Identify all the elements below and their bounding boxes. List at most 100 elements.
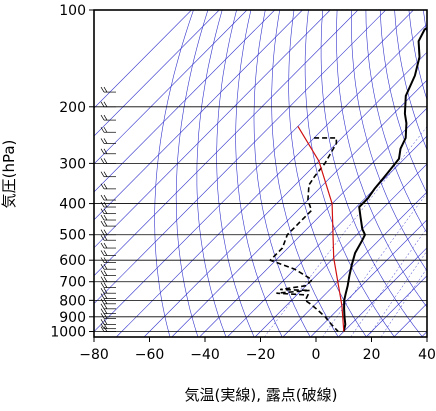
isotherm-line — [94, 10, 331, 249]
wind-barb-feather — [103, 114, 108, 121]
wind-barb-feather — [103, 323, 108, 329]
y-tick-label: 100 — [59, 3, 86, 19]
dry-adiabat-line — [271, 10, 339, 337]
x-tick-label: 0 — [312, 347, 321, 363]
isotherm-line — [143, 51, 427, 337]
wind-barb-feather — [103, 276, 108, 282]
mixing-ratio-line — [322, 192, 427, 337]
wind-barbs — [100, 86, 116, 332]
dry-adiabat-line — [288, 10, 367, 337]
wind-barb-feather — [100, 303, 105, 310]
dry-adiabat-line — [351, 10, 427, 272]
mixing-ratio-line — [264, 126, 427, 337]
wind-barb-feather — [100, 323, 105, 329]
dry-adiabat-line — [394, 10, 427, 151]
wind-barb-feather — [103, 201, 108, 208]
y-tick-label: 900 — [59, 310, 86, 326]
isotherm-line — [171, 79, 427, 337]
x-tick-label: 40 — [418, 347, 436, 363]
wind-barb-feather — [100, 293, 105, 299]
wind-barb-feather — [103, 326, 108, 332]
dry-adiabat-line — [423, 10, 427, 37]
y-tick-label: 500 — [59, 228, 86, 244]
dry-adiabat-line — [196, 10, 227, 337]
y-tick-label: 600 — [59, 253, 86, 269]
y-tick-label: 300 — [59, 156, 86, 172]
wind-barb-feather — [100, 319, 105, 325]
y-tick-label: 400 — [59, 197, 86, 213]
dry-adiabat-line — [320, 10, 423, 337]
mixing-ratio-line — [367, 250, 427, 337]
x-axis-ticks: −80 −60 −40 −20 0 20 40 — [79, 337, 436, 363]
plot-frame — [93, 9, 428, 338]
wind-barb-feather — [100, 282, 105, 288]
wind-barb-feather — [103, 235, 108, 241]
isotherm-line — [94, 10, 192, 109]
isotherm-line — [94, 10, 414, 332]
wind-barb-feather — [103, 288, 108, 294]
wind-barb-feather — [100, 208, 105, 214]
isotherm-line — [254, 163, 427, 337]
wind-barb-feather — [100, 214, 105, 221]
isotherm-line — [310, 219, 427, 337]
wind-barb-feather — [103, 127, 108, 133]
isotherm-line — [116, 23, 427, 337]
wind-barb-feather — [100, 270, 105, 276]
wind-barb-feather — [103, 313, 108, 319]
parcel-line — [297, 125, 345, 332]
x-tick-label: −80 — [79, 347, 109, 363]
wind-barb-feather — [103, 138, 108, 144]
isotherm-line — [365, 275, 427, 337]
x-tick-label: −20 — [246, 347, 276, 363]
wind-barb-feather — [103, 319, 108, 325]
isotherm-line — [94, 10, 220, 137]
wind-barb-feather — [103, 214, 108, 221]
y-tick-label: 200 — [59, 100, 86, 116]
dry-adiabat-line — [216, 10, 255, 337]
isotherm-line — [94, 10, 275, 193]
y-axis-label: 気圧(hPa) — [0, 140, 18, 209]
wind-barb-feather — [100, 276, 105, 282]
wind-barb-feather — [100, 326, 105, 332]
isotherm-line — [282, 191, 427, 337]
wind-barb-feather — [103, 242, 108, 249]
wind-barb-feather — [100, 86, 105, 93]
wind-barb-feather — [103, 148, 108, 154]
wind-barb-feather — [103, 298, 108, 304]
y-tick-label: 800 — [59, 293, 86, 309]
wind-barb-feather — [100, 138, 105, 144]
wind-barb-feather — [103, 86, 108, 93]
wind-barb-feather — [100, 288, 105, 294]
mixing-ratio-line — [350, 227, 427, 337]
wind-barb-feather — [100, 257, 105, 263]
isotherm-line — [94, 10, 303, 221]
dry-adiabat-line — [154, 10, 194, 337]
dry-adiabat-line — [365, 10, 427, 234]
wind-barb-feather — [103, 158, 108, 164]
y-tick-label: 1000 — [50, 325, 86, 341]
dry-adiabat-line — [235, 10, 283, 337]
background-lines — [94, 10, 427, 337]
x-tick-label: −60 — [135, 347, 165, 363]
dry-adiabat-line — [408, 10, 427, 101]
wind-barb-feather — [100, 183, 105, 190]
wind-barb-feather — [100, 264, 105, 270]
wind-barb-feather — [100, 171, 105, 177]
wind-barb-feather — [100, 235, 105, 241]
wind-barb-feather — [103, 264, 108, 270]
wind-barb-feather — [100, 201, 105, 208]
wind-barb-feather — [103, 183, 108, 190]
isotherm-line — [199, 107, 427, 337]
dewpoint-line — [268, 137, 339, 333]
isotherm-line — [421, 331, 427, 337]
dry-adiabat-line — [175, 10, 209, 337]
y-tick-label: 700 — [59, 275, 86, 291]
dry-adiabat-line — [304, 10, 395, 337]
sounding-series — [268, 26, 427, 333]
wind-barb-feather — [100, 313, 105, 319]
wind-barb-feather — [103, 171, 108, 177]
wind-barb-feather — [103, 303, 108, 310]
x-tick-label: 20 — [363, 347, 381, 363]
